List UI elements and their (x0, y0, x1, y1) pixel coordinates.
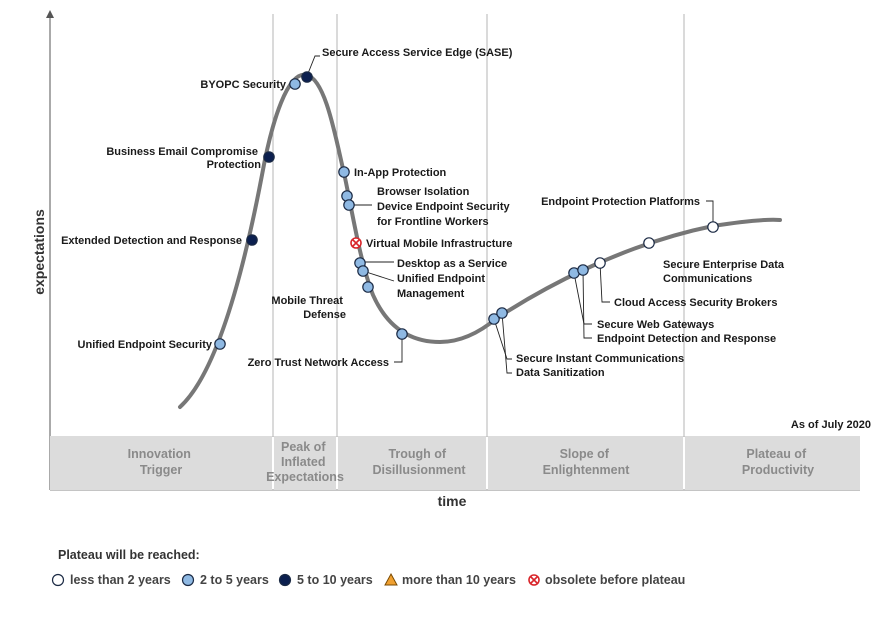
marker-unified-endpoint-security (214, 338, 226, 350)
marker-vmi-obsolete-icon (350, 237, 362, 249)
marker-casb (594, 257, 606, 269)
tech-label-edr: Endpoint Detection and Response (597, 333, 776, 345)
tech-label-device-endpoint-security: Device Endpoint Security for Frontline W… (377, 201, 513, 228)
legend-label-obsolete: obsolete before plateau (545, 573, 685, 587)
marker-sedc (643, 237, 655, 249)
marker-bec-protection (263, 151, 275, 163)
tech-label-uem: Unified Endpoint Management (397, 273, 488, 300)
phase-dividers (272, 14, 685, 490)
marker-sic (488, 313, 500, 325)
marker-uem (357, 265, 369, 277)
marker-mtd (362, 281, 374, 293)
y-axis-title: expectations (31, 209, 47, 295)
marker-edr (577, 264, 589, 276)
tech-label-in-app-protection: In-App Protection (354, 167, 447, 179)
tech-label-ztna: Zero Trust Network Access (248, 357, 389, 369)
tech-label-swg: Secure Web Gateways (597, 319, 714, 331)
technology-labels: Unified Endpoint Security Extended Detec… (61, 47, 787, 379)
marker-data-sanitization (496, 307, 508, 319)
tech-label-mtd: Mobile Threat Defense (271, 295, 346, 321)
phase-band (50, 436, 860, 490)
technology-markers (214, 71, 719, 350)
tech-label-sic: Secure Instant Communications (516, 353, 684, 365)
legend-marker-5to10 (278, 573, 292, 587)
tech-label-daas: Desktop as a Service (397, 258, 507, 270)
y-axis-arrow (46, 10, 54, 18)
x-axis-title: time (438, 493, 467, 509)
tech-label-data-sanitization: Data Sanitization (516, 367, 605, 379)
legend-label-lt2: less than 2 years (70, 573, 171, 587)
legend-marker-obsolete-icon (528, 574, 540, 586)
legend-label-5to10: 5 to 10 years (297, 573, 373, 587)
marker-in-app-protection (338, 166, 350, 178)
phase-label-innovation: Innovation Trigger (128, 447, 195, 477)
tech-label-browser-isolation: Browser Isolation (377, 186, 470, 198)
legend-marker-2to5 (181, 573, 195, 587)
legend-marker-gt10 (384, 572, 398, 586)
tech-label-bec-protection: Business Email Compromise Protection (106, 146, 261, 171)
phase-label-plateau: Plateau of Productivity (742, 447, 814, 477)
tech-label-vmi: Virtual Mobile Infrastructure (366, 238, 513, 250)
legend-label-gt10: more than 10 years (402, 573, 516, 587)
marker-byopc-security (289, 78, 301, 90)
marker-ztna (396, 328, 408, 340)
marker-sase (301, 71, 313, 83)
tech-label-byopc-security: BYOPC Security (200, 79, 286, 91)
legend-marker-lt2 (51, 573, 65, 587)
marker-device-endpoint-security (343, 199, 355, 211)
tech-label-unified-endpoint-security: Unified Endpoint Security (78, 339, 213, 351)
phase-label-trough: Trough of Disillusionment (372, 447, 466, 477)
legend: Plateau will be reached: less than 2 yea… (51, 548, 685, 587)
phase-label-slope: Slope of Enlightenment (543, 447, 631, 477)
legend-title: Plateau will be reached: (58, 548, 200, 562)
tech-label-sase: Secure Access Service Edge (SASE) (322, 47, 513, 59)
marker-epp (707, 221, 719, 233)
phase-divider-gaps (272, 437, 685, 489)
as-of-label: As of July 2020 (791, 419, 871, 431)
legend-label-2to5: 2 to 5 years (200, 573, 269, 587)
marker-xdr (246, 234, 258, 246)
tech-label-xdr: Extended Detection and Response (61, 235, 242, 247)
tech-label-epp: Endpoint Protection Platforms (541, 196, 700, 208)
phase-label-peak: Peak of Inflated Expectations (266, 440, 344, 484)
tech-label-casb: Cloud Access Security Brokers (614, 297, 777, 309)
tech-label-sedc: Secure Enterprise Data Communications (663, 259, 787, 285)
